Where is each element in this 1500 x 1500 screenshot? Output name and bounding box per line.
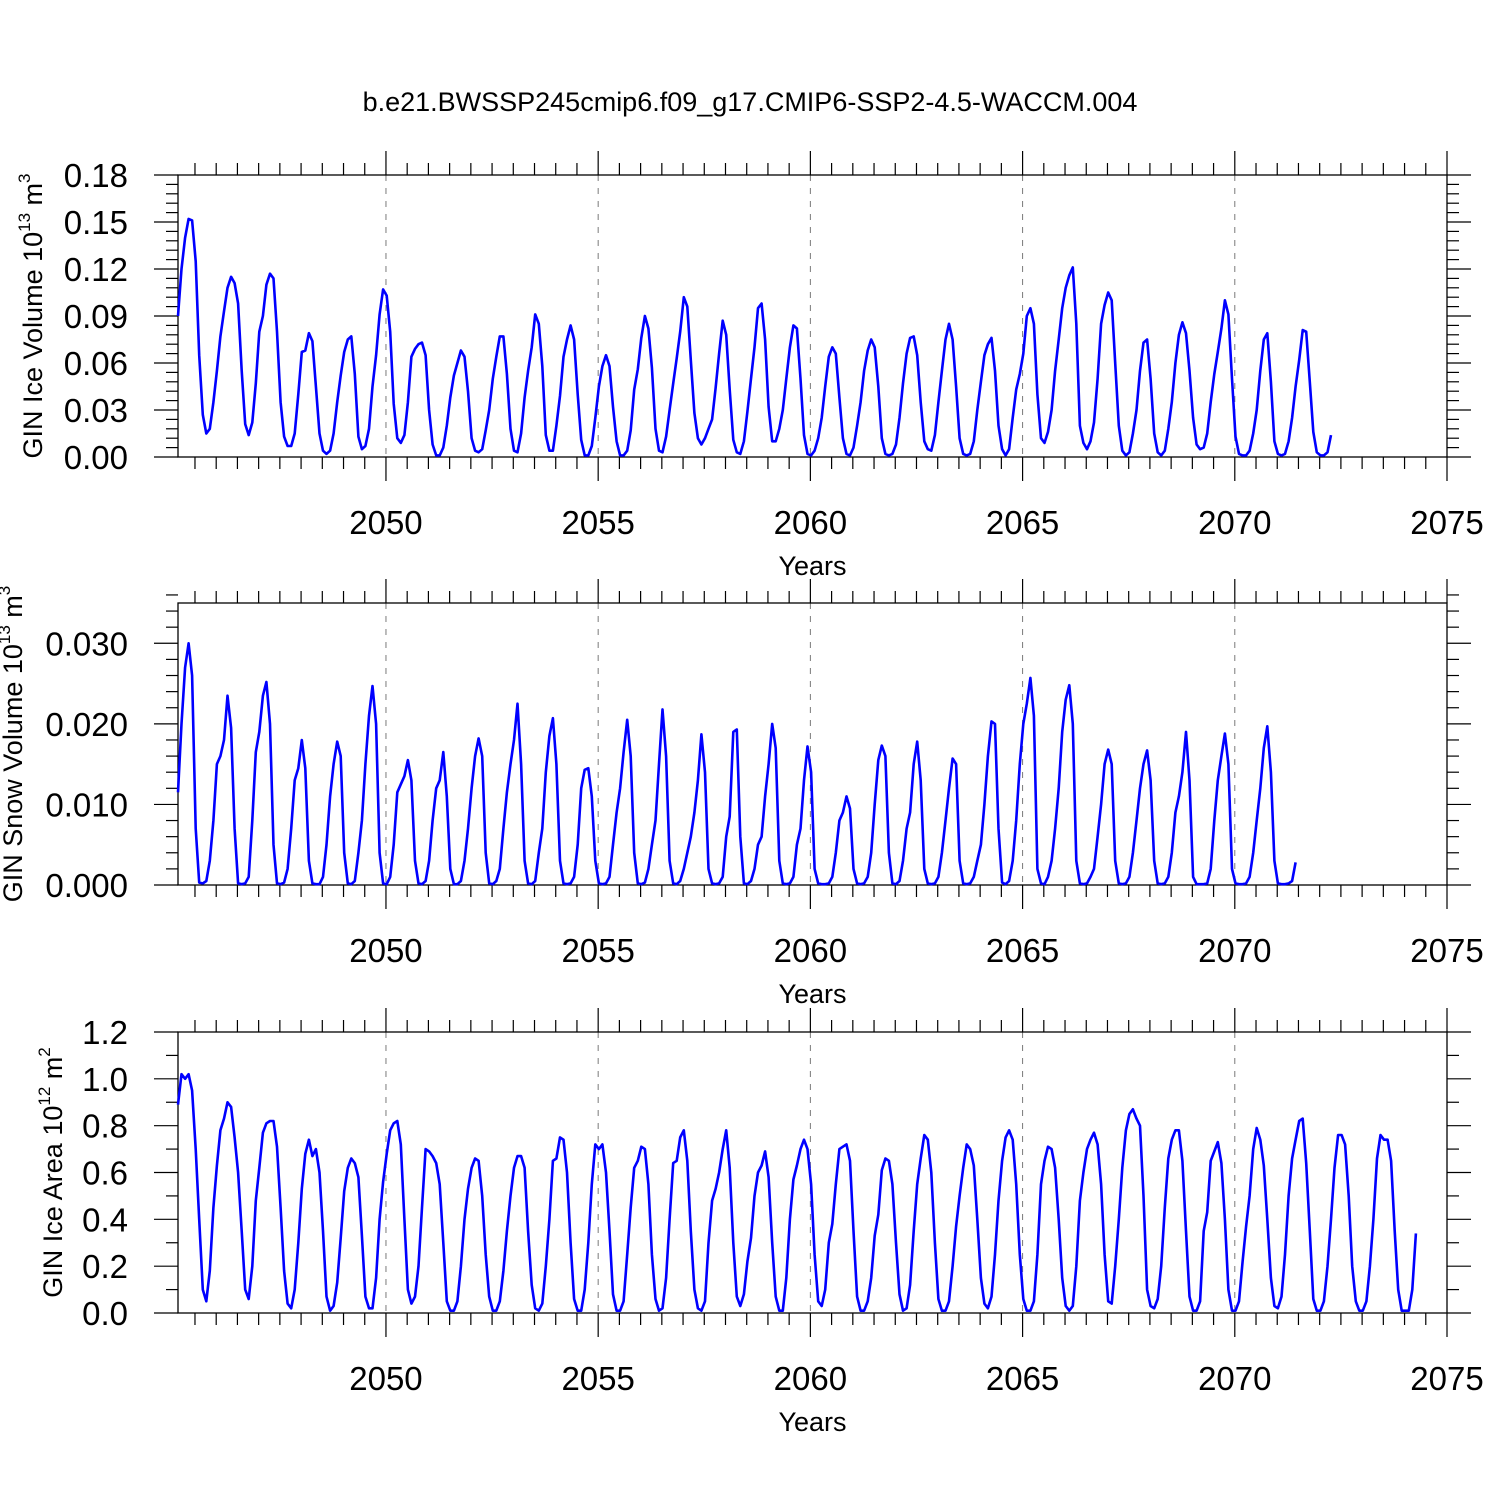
x-tick-label: 2055 [561,932,634,969]
y-axis-label-exp: 12 [35,1087,54,1106]
x-axis-label: Years [778,1407,846,1437]
y-tick-label: 0.030 [45,625,128,662]
y-axis-label: GIN Snow Volume 1013 m3 [0,586,28,903]
x-tick-label: 2065 [986,1360,1059,1397]
y-axis-label-text: GIN Ice Volume 10 [18,232,48,459]
x-tick-label: 2050 [349,1360,422,1397]
x-tick-label: 2065 [986,504,1059,541]
y-axis-label-unit-exp: 3 [15,173,34,182]
y-tick-label: 0.12 [64,251,128,288]
x-tick-label: 2060 [774,1360,847,1397]
y-tick-label: 0.4 [82,1201,128,1238]
y-axis-label: GIN Ice Area 1012 m2 [35,1047,68,1298]
panel-2: 2050 2055 2060 2065 2070 2075 Years 0.000 0.010 0… [0,579,1484,1009]
x-tick-label: 2055 [561,504,634,541]
y-axis-label-text: GIN Snow Volume 10 [0,644,28,902]
x-tick-label: 2060 [774,932,847,969]
y-tick-label: 0.0 [82,1295,128,1332]
x-tick-label: 2065 [986,932,1059,969]
series-line [176,641,1297,886]
x-tick-label: 2055 [561,1360,634,1397]
y-tick-label: 1.2 [82,1014,128,1051]
plot-frame [177,1031,1448,1314]
series-line [176,1072,1418,1312]
y-tick-label: 0.00 [64,439,128,476]
x-tick-label: 2070 [1198,504,1271,541]
y-axis-label-unit: m [0,595,28,625]
x-tick-label: 2060 [774,504,847,541]
x-tick-label: 2070 [1198,1360,1271,1397]
y-tick-label: 0.6 [82,1155,128,1192]
x-axis-label: Years [778,979,846,1009]
y-tick-label: 0.06 [64,345,128,382]
x-tick-label: 2070 [1198,932,1271,969]
y-axis-label-text: GIN Ice Area 10 [38,1106,68,1298]
y-tick-label: 0.18 [64,157,128,194]
y-axis-label-unit-exp: 2 [35,1047,54,1056]
y-axis-label-unit-exp: 3 [0,586,14,595]
panel-1: 2050 2055 2060 2065 2070 2075 Years 0.00 0.03 0.0… [15,151,1484,581]
chart-title: b.e21.BWSSP245cmip6.f09_g17.CMIP6-SSP2-4… [363,87,1138,117]
y-tick-label: 0.8 [82,1108,128,1145]
x-tick-label: 2075 [1410,932,1483,969]
y-axis-label-exp: 13 [0,625,14,644]
y-axis-label: GIN Ice Volume 1013 m3 [15,173,48,458]
y-axis-label-exp: 13 [15,213,34,232]
y-tick-label: 0.010 [45,786,128,823]
y-tick-label: 0.2 [82,1248,128,1285]
x-tick-label: 2075 [1410,1360,1483,1397]
y-tick-label: 0.15 [64,204,128,241]
y-axis-label-unit: m [18,183,48,213]
x-tick-label: 2075 [1410,504,1483,541]
y-tick-label: 1.0 [82,1061,128,1098]
x-tick-label: 2050 [349,504,422,541]
panels: 2050 2055 2060 2065 2070 2075Years0.000.030.0… [0,151,1484,1437]
panel-3: 2050 2055 2060 2065 2070 2075 Years 0.0 0.2 0.4 0.… [35,1008,1484,1437]
y-tick-label: 0.03 [64,392,128,429]
x-axis-label: Years [778,551,846,581]
y-axis-label-unit: m [38,1057,68,1087]
y-tick-label: 0.020 [45,706,128,743]
y-tick-label: 0.000 [45,867,128,904]
x-tick-label: 2050 [349,932,422,969]
plot-frame [177,602,1448,886]
series-line [176,217,1333,457]
y-tick-label: 0.09 [64,298,128,335]
